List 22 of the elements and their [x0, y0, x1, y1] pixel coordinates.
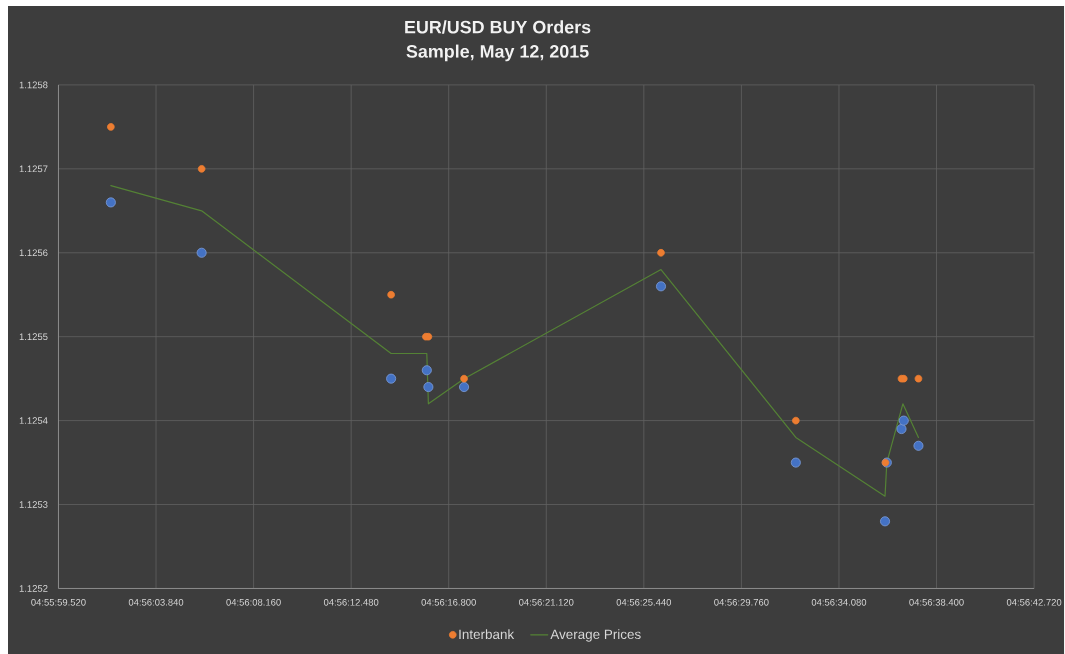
y-tick-label: 1.1258: [19, 81, 48, 89]
chart-subtitle: Sample, May 12, 2015: [406, 44, 589, 62]
y-tick-label: 1.1253: [19, 500, 48, 508]
y-tick-label: 1.1252: [19, 584, 48, 592]
x-tick-label: 04:56:08.160: [226, 598, 281, 606]
x-tick-label: 04:56:29.760: [714, 598, 769, 606]
legend-label: Interbank: [459, 628, 515, 639]
legend-label: Average Prices: [550, 628, 641, 642]
y-tick-label: 1.1257: [19, 165, 48, 172]
x-tick-label: 04:56:42.720: [1006, 598, 1062, 606]
y-tick-label: 1.1256: [19, 249, 48, 256]
x-tick-label: 04:56:34.080: [811, 598, 867, 606]
x-tick-label: 04:56:12.480: [323, 598, 379, 606]
x-tick-label: 04:56:03.840: [128, 598, 184, 606]
y-tick-label: 1.1255: [19, 333, 48, 340]
chart-title: EUR/USD BUY Orders: [405, 20, 591, 34]
x-tick-label: 04:56:16.800: [421, 598, 476, 606]
y-tick-label: 1.1254: [19, 417, 48, 424]
x-tick-label: 04:55:59.520: [31, 598, 86, 606]
x-tick-label: 04:56:25.440: [616, 598, 672, 606]
x-tick-label: 04:56:38.400: [909, 598, 964, 606]
x-tick-label: 04:56:21.120: [519, 598, 574, 606]
